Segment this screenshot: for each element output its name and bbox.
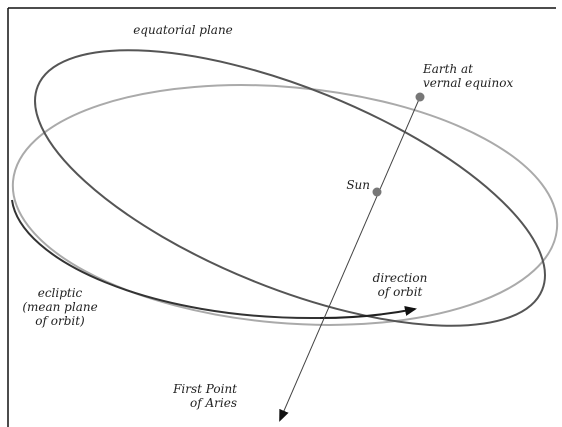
diagram: equatorial plane Earth atvernal equinox Su… [0,0,562,427]
equatorial-plane-label: equatorial plane [133,23,233,37]
earth-label: Earth at [422,62,473,76]
earth-label: vernal equinox [423,76,513,90]
direction-label: of orbit [378,285,423,299]
ecliptic-label: (mean plane [22,300,97,314]
direction-label: direction [373,271,428,285]
aries-label: of Aries [190,396,237,410]
sun-dot [373,188,382,197]
aries-line [280,97,420,420]
aries-label: First Point [172,382,237,396]
ecliptic-label: ecliptic [38,286,83,300]
ecliptic-label: of orbit) [35,314,85,328]
earth-dot [416,93,425,102]
sun-label: Sun [346,178,370,192]
direction-arrow [320,309,415,318]
